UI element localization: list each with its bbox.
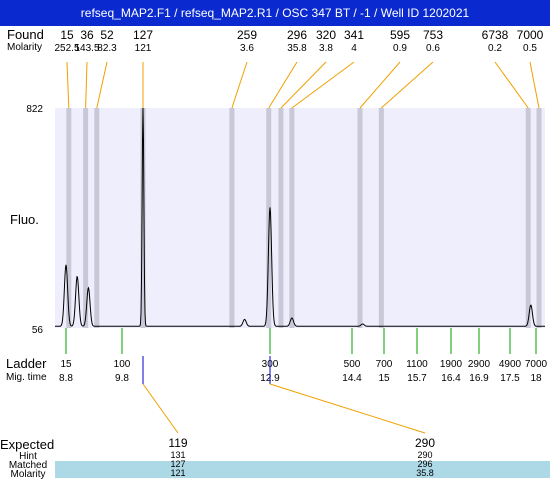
- peak-size-label: 320: [316, 28, 336, 42]
- peak-connector: [494, 61, 529, 109]
- peak-size-label: 341: [344, 28, 364, 42]
- molarity-band: [55, 469, 550, 478]
- fluorescence-trace: [55, 107, 545, 327]
- molarity-value: 121: [170, 468, 185, 478]
- peak-connector: [66, 61, 70, 109]
- ladder-size-label: 100: [114, 359, 131, 370]
- mig-time-label: Mig. time: [6, 372, 47, 383]
- hint-value: 290: [417, 450, 432, 460]
- hint-value: 131: [170, 450, 185, 460]
- ladder-size-label: 15: [60, 359, 72, 370]
- ladder-mig-time-label: 14.4: [342, 373, 362, 384]
- peak-connector: [291, 61, 355, 109]
- ladder-size-label: 700: [376, 359, 393, 370]
- peak-molarity-label: 0.6: [426, 43, 440, 54]
- ladder-size-label: 2900: [468, 359, 491, 370]
- peak-connector: [231, 61, 248, 109]
- peak-size-label: 595: [390, 28, 410, 42]
- matched-value: 296: [417, 459, 432, 469]
- peak-connector: [96, 61, 108, 109]
- peak-band: [266, 108, 272, 328]
- peak-band: [525, 108, 531, 328]
- peak-size-label: 36: [80, 28, 94, 42]
- ladder-mig-time-label: 8.8: [59, 373, 73, 384]
- peak-band: [140, 108, 146, 328]
- peak-molarity-label: 0.2: [488, 43, 502, 54]
- plot-area: [55, 108, 545, 328]
- peak-size-label: 7000: [517, 28, 544, 42]
- fluo-axis-label: Fluo.: [10, 212, 39, 227]
- peak-molarity-label: 143.5: [74, 43, 99, 54]
- peak-band: [278, 108, 284, 328]
- ladder-mig-time-label: 15.7: [407, 373, 427, 384]
- y-tick-label: 56: [32, 325, 44, 336]
- ladder-mig-time-label: 16.4: [441, 373, 461, 384]
- peak-connector: [268, 61, 298, 109]
- peak-molarity-label: 0.5: [523, 43, 537, 54]
- ladder-size-label: 1900: [440, 359, 463, 370]
- peak-band: [536, 108, 542, 328]
- peak-band: [94, 108, 100, 328]
- peak-size-label: 753: [423, 28, 443, 42]
- ladder-size-label: 1100: [406, 359, 428, 370]
- sample-title: refseq_MAP2.F1 / refseq_MAP2.R1 / OSC 34…: [0, 0, 550, 26]
- molarity-bottom-label: Molarity: [10, 469, 46, 480]
- expected-connector: [269, 383, 426, 434]
- peak-molarity-label: 3.6: [240, 43, 254, 54]
- peak-molarity-label: 252.5: [54, 43, 79, 54]
- molarity-label: Molarity: [7, 42, 43, 53]
- peak-connector: [359, 61, 401, 109]
- expected-connector: [142, 383, 179, 434]
- ladder-mig-time-label: 15: [378, 373, 390, 384]
- peak-band: [229, 108, 235, 328]
- molarity-value: 35.8: [416, 468, 434, 478]
- ladder-size-label: 7000: [525, 359, 548, 370]
- peak-size-label: 15: [60, 28, 74, 42]
- peak-connector: [280, 61, 327, 109]
- peak-size-label: 6738: [482, 28, 509, 42]
- ladder-mig-time-label: 18: [530, 373, 542, 384]
- ladder-size-label: 500: [344, 359, 361, 370]
- ladder-size-label: 4900: [499, 359, 522, 370]
- peak-molarity-label: 121: [135, 43, 152, 54]
- peak-size-label: 296: [287, 28, 307, 42]
- peak-size-label: 259: [237, 28, 257, 42]
- peak-size-label: 52: [100, 28, 114, 42]
- ladder-mig-time-label: 9.8: [115, 373, 129, 384]
- peak-band: [66, 108, 72, 328]
- y-tick-label: 822: [26, 104, 43, 115]
- peak-connector: [381, 61, 434, 109]
- peak-molarity-label: 4: [351, 43, 357, 54]
- peak-molarity-label: 3.8: [319, 43, 333, 54]
- expected-value: 119: [168, 436, 187, 450]
- matched-band: [55, 461, 550, 469]
- peak-molarity-label: 35.8: [287, 43, 307, 54]
- ladder-label: Ladder: [6, 356, 47, 371]
- matched-label: Matched: [8, 460, 48, 471]
- matched-value: 127: [170, 459, 185, 469]
- peak-band: [357, 108, 363, 328]
- expected-value: 290: [415, 436, 435, 450]
- peak-connector: [529, 61, 540, 109]
- ladder-mig-time-label: 17.5: [500, 373, 520, 384]
- ladder-mig-time-label: 16.9: [469, 373, 489, 384]
- peak-connector: [85, 61, 88, 109]
- peak-size-label: 127: [133, 28, 153, 42]
- found-label: Found: [7, 27, 44, 42]
- peak-molarity-label: 82.3: [97, 43, 117, 54]
- peak-molarity-label: 0.9: [393, 43, 407, 54]
- peak-band: [83, 108, 89, 328]
- expected-label: Expected: [0, 437, 55, 452]
- peak-band: [378, 108, 384, 328]
- peak-band: [289, 108, 295, 328]
- hint-label: Hint: [19, 451, 37, 462]
